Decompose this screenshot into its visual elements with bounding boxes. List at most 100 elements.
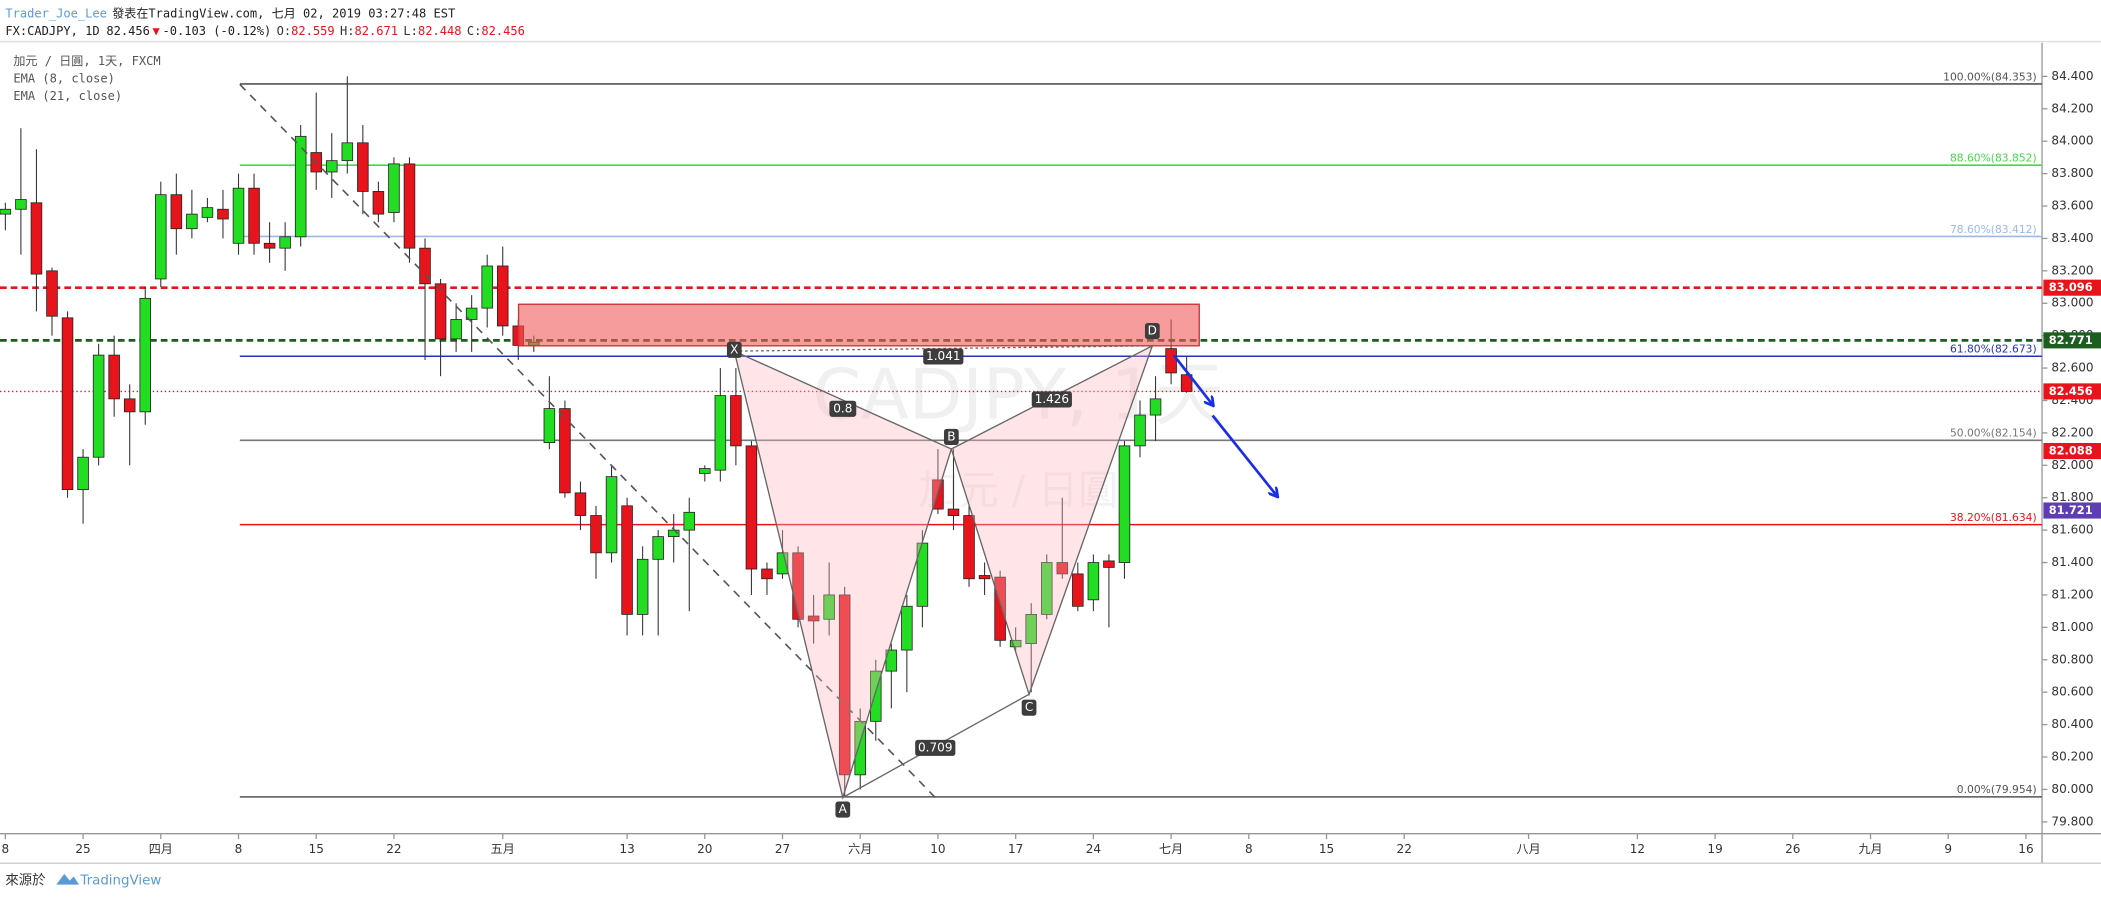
- candle-body: [294, 135, 307, 238]
- change: -0.103 (-0.12%): [162, 23, 271, 37]
- ohlc-value: 82.456: [481, 23, 525, 37]
- y-tick-label: 81.600: [2051, 523, 2093, 537]
- candle-body: [745, 445, 758, 570]
- fib-label: 88.60%(83.852): [1950, 151, 2037, 164]
- y-tick-label: 83.400: [2051, 231, 2093, 245]
- candle-body: [248, 187, 260, 244]
- symbol: FX:CADJPY, 1D: [5, 23, 99, 37]
- candle-body: [1180, 374, 1193, 392]
- author[interactable]: Trader_Joe_Lee: [5, 6, 107, 20]
- candle-body: [1118, 445, 1131, 563]
- fib-label: 38.20%(81.634): [1950, 511, 2037, 524]
- candle-body: [450, 319, 462, 340]
- trend-line: [239, 83, 936, 799]
- pattern-tag-label: 1.041: [926, 349, 960, 363]
- header-line: Trader_Joe_Lee 發表在TradingView.com, 七月 02,…: [5, 5, 455, 20]
- candle-body: [419, 247, 431, 285]
- ohlc-value: 82.448: [418, 23, 462, 37]
- price-badge-label: 82.456: [2049, 384, 2093, 398]
- candle-body: [61, 317, 74, 491]
- candle-body: [1149, 398, 1162, 416]
- candle-body: [1072, 573, 1084, 607]
- ohlc-value: 82.559: [291, 23, 335, 37]
- y-tick-label: 80.400: [2051, 717, 2093, 731]
- price-badge-label: 82.088: [2049, 444, 2093, 458]
- footer-brand[interactable]: TradingView: [79, 874, 161, 889]
- y-tick-label: 81.400: [2051, 555, 2093, 569]
- x-tick-label: 22: [386, 842, 401, 856]
- pattern-tag: [829, 400, 857, 417]
- candle-body: [636, 558, 649, 615]
- candle-body: [279, 236, 291, 249]
- pattern-tag: [915, 739, 956, 756]
- candle-body: [1103, 560, 1115, 568]
- pattern-tag: [835, 801, 851, 818]
- x-tick-label: 8: [235, 842, 243, 856]
- candle-body: [263, 242, 276, 249]
- legend-entry[interactable]: 加元 / 日圓, 1天, FXCM: [13, 54, 160, 68]
- candle-body: [15, 199, 27, 210]
- candle-body: [92, 354, 105, 458]
- candle-body: [901, 605, 913, 651]
- price-badge-label: 81.721: [2049, 503, 2093, 517]
- candle-body: [730, 395, 742, 447]
- legend-entry[interactable]: EMA (21, close): [13, 89, 122, 103]
- y-tick-label: 82.600: [2051, 361, 2093, 375]
- y-tick-label: 84.400: [2051, 69, 2093, 83]
- candle-body: [326, 160, 338, 173]
- candle-body: [699, 468, 711, 474]
- y-tick-label: 82.200: [2051, 425, 2093, 439]
- candle-body: [652, 536, 664, 560]
- pattern-tag-label: C: [1025, 700, 1033, 714]
- ohlc-label: C:: [467, 23, 482, 37]
- x-tick-label: 九月: [1858, 842, 1882, 856]
- candle-body: [683, 511, 696, 531]
- candle-body: [838, 594, 851, 776]
- price-badge-label: 83.096: [2049, 280, 2093, 294]
- candle-body: [465, 307, 478, 320]
- y-tick-label: 82.000: [2051, 458, 2093, 472]
- x-tick-label: 25: [75, 842, 90, 856]
- pattern-leg: [733, 349, 953, 800]
- candle-body: [590, 515, 602, 554]
- y-tick-label: 80.000: [2051, 782, 2093, 796]
- y-tick-label: 81.200: [2051, 587, 2093, 601]
- candle-body: [574, 492, 587, 516]
- candle-body: [963, 515, 975, 580]
- pattern-tag: [1021, 699, 1037, 716]
- footer-source: 來源於: [5, 873, 46, 889]
- arrow: [1172, 354, 1213, 405]
- legend-entry[interactable]: EMA (8, close): [13, 72, 115, 86]
- x-tick-label: 16: [2018, 842, 2033, 856]
- change-arrow: ▼: [153, 23, 161, 37]
- candle-body: [155, 194, 167, 280]
- y-tick-label: 84.000: [2051, 134, 2093, 148]
- y-tick-label: 83.800: [2051, 166, 2093, 180]
- x-tick-label: 12: [1630, 842, 1645, 856]
- published: 發表在TradingView.com, 七月 02, 2019 03:27:48…: [112, 5, 455, 20]
- candle-body: [1009, 639, 1022, 648]
- x-tick-label: 24: [1086, 842, 1101, 856]
- candle-body: [139, 297, 152, 413]
- candle-body: [1056, 562, 1069, 575]
- x-tick-label: 八月: [1517, 842, 1541, 856]
- y-tick-label: 84.200: [2051, 101, 2093, 115]
- pattern-tag: [726, 341, 742, 358]
- candle-body: [714, 395, 727, 471]
- fib-label: 100.00%(84.353): [1943, 70, 2037, 83]
- x-tick-label: 22: [1397, 842, 1412, 856]
- y-tick-label: 83.000: [2051, 296, 2093, 310]
- candle-body: [232, 187, 245, 244]
- candle-body: [201, 207, 214, 218]
- ohlc-value: 82.671: [355, 23, 399, 37]
- y-tick-label: 81.800: [2051, 490, 2093, 504]
- candle-body: [807, 615, 820, 622]
- fib-label: 78.60%(83.412): [1950, 223, 2037, 236]
- candle-body: [357, 142, 369, 192]
- ohlc-label: H:: [340, 23, 355, 37]
- y-tick-label: 83.600: [2051, 199, 2093, 213]
- last-price: 82.456: [106, 23, 150, 37]
- pattern-tag-label: X: [730, 342, 738, 356]
- candle-body: [621, 505, 633, 615]
